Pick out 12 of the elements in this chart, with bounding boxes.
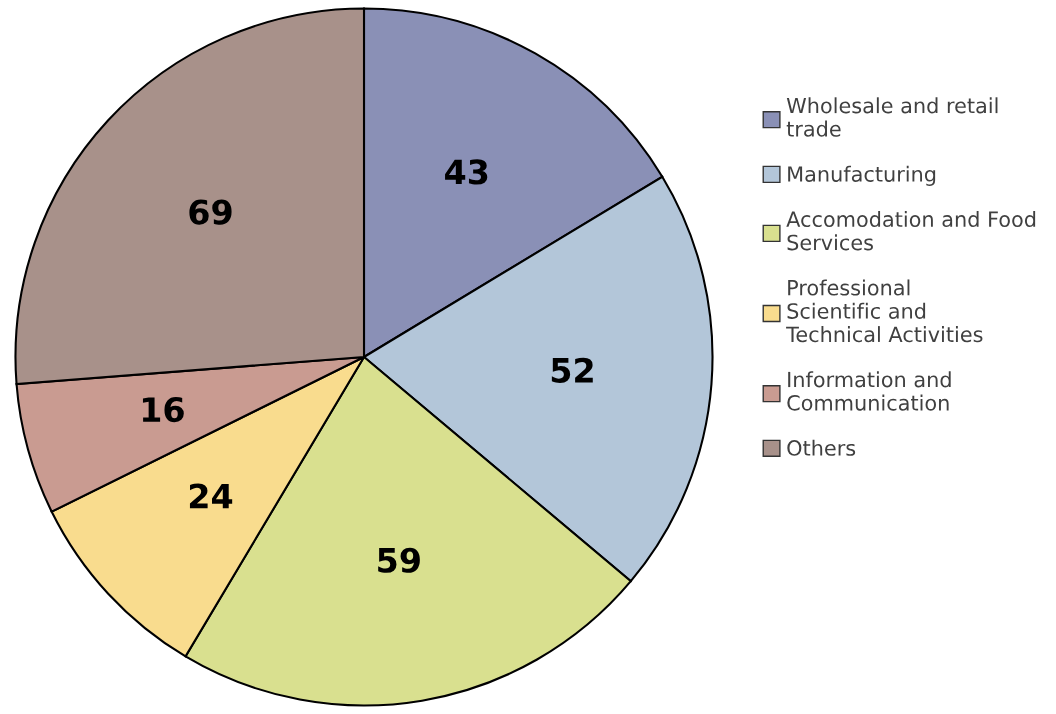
- legend-label: Accomodation and Food Services: [786, 210, 1036, 251]
- data-label: 52: [551, 357, 593, 383]
- legend-label: Others: [787, 439, 856, 456]
- data-label: 43: [445, 159, 488, 185]
- data-label: 59: [378, 547, 420, 573]
- data-label: 24: [189, 483, 233, 509]
- legend-label: Information and Communication: [787, 371, 951, 411]
- legend-label: Wholesale and retail trade: [786, 97, 998, 137]
- legend-label: Professional Scientific and Technical Activities: [786, 279, 983, 343]
- data-label: 69: [189, 199, 232, 225]
- data-label: 16: [142, 397, 184, 423]
- legend-label: Manufacturing: [788, 165, 936, 186]
